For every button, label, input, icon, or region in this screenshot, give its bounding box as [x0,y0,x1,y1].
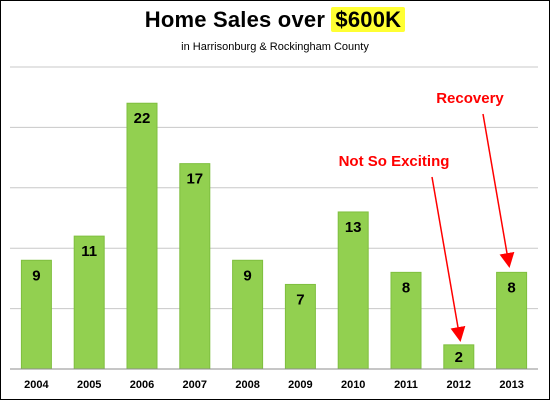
annotations: Not So Exciting Recovery [339,90,515,342]
bar-2005 [73,235,105,370]
annotation-label-2013: Recovery [436,90,504,107]
data-label-2007: 17 [186,171,203,188]
x-tick-label-2012: 2012 [447,379,471,391]
bar-2009 [284,283,316,370]
data-label-2008: 9 [243,267,251,284]
bar-2008 [232,259,264,370]
data-label-2004: 9 [32,267,40,284]
x-axis: 2004 2005 2006 2007 2008 2009 2010 2011 2012 2013 [10,368,538,391]
bar-2006 [126,102,158,370]
annotation-arrow-2012 [431,176,466,342]
x-tick-label-2013: 2013 [499,379,523,391]
data-label-2013: 8 [507,279,515,296]
data-label-2009: 7 [296,291,304,308]
data-label-2011: 8 [402,279,410,296]
bar-2004 [20,259,52,370]
x-tick-label-2005: 2005 [77,379,101,391]
chart-title-text: Home Sales over [144,7,332,32]
x-tick-label-2008: 2008 [235,379,259,391]
annotation-label-2012: Not So Exciting [339,153,450,170]
x-tick-label-2009: 2009 [288,379,312,391]
x-tick-label-2010: 2010 [341,379,365,391]
bars: 9 11 22 17 9 7 13 8 2 8 [20,102,528,370]
data-label-2005: 11 [81,243,97,260]
x-tick-label-2004: 2004 [24,379,49,391]
data-label-2010: 13 [345,219,362,236]
data-label-2012: 2 [455,349,463,366]
bar-2011 [390,271,422,370]
data-label-2006: 22 [134,110,151,127]
chart-title: Home Sales over $600K [1,7,549,33]
x-tick-label-2011: 2011 [394,379,418,391]
x-tick-label-2007: 2007 [183,379,207,391]
chart-subtitle: in Harrisonburg & Rockingham County [181,41,369,53]
bar-2010 [337,211,369,370]
annotation-arrow-2013 [482,113,515,268]
bar-2007 [179,163,211,370]
x-tick-label-2006: 2006 [130,379,154,391]
chart-title-highlight: $600K [331,7,406,32]
bar-2013 [496,271,528,370]
